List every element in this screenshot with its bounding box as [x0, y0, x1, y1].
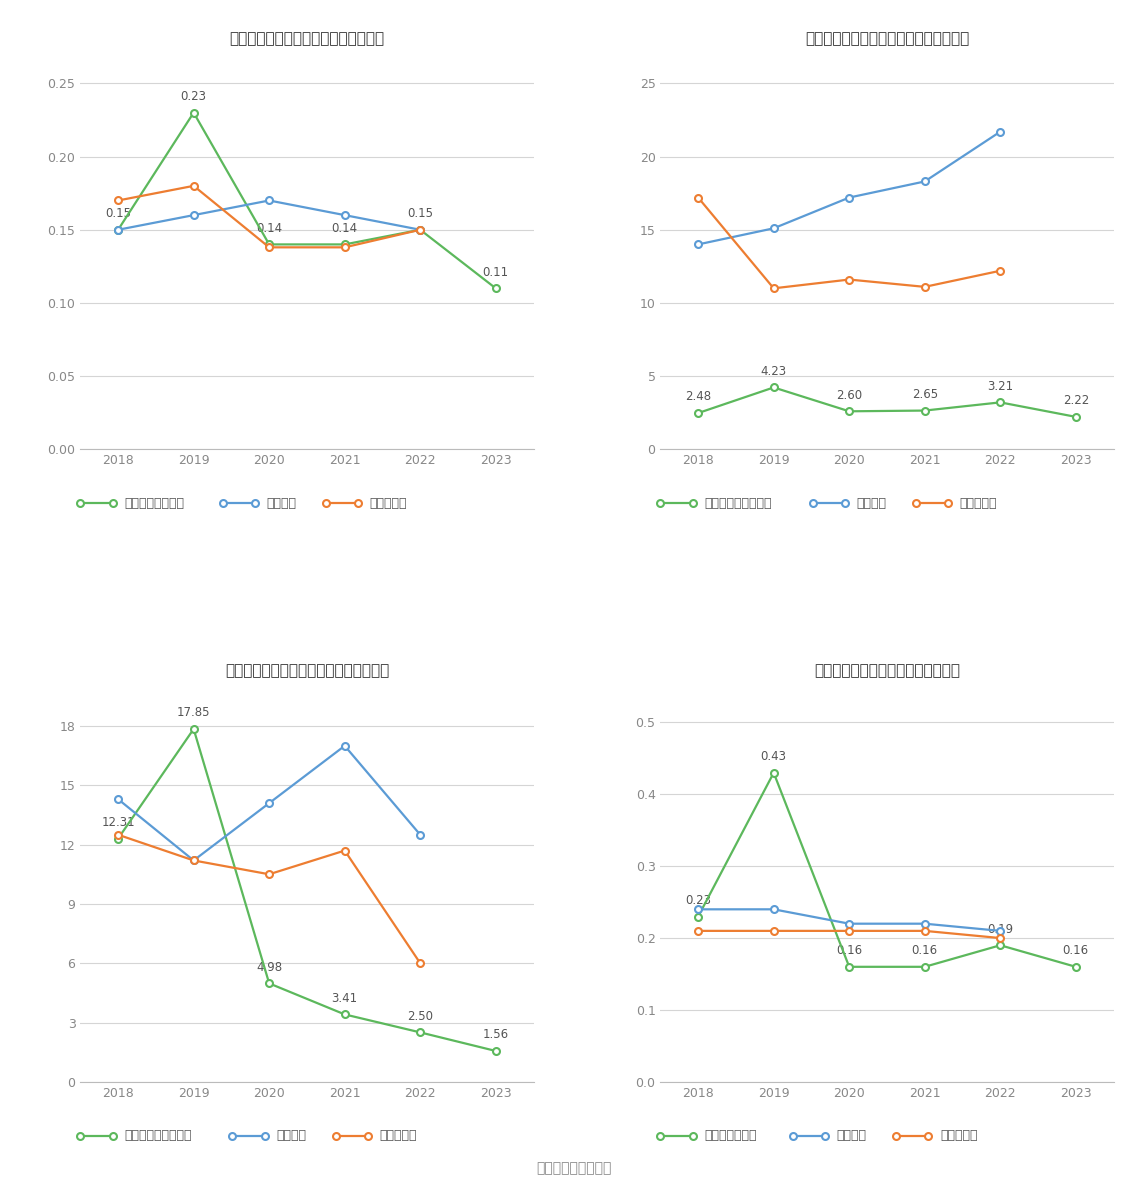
Text: 行业中位数: 行业中位数 — [370, 496, 408, 510]
Title: 中新集团历年总资产周转率情况（次）: 中新集团历年总资产周转率情况（次） — [230, 31, 385, 46]
Text: 0.11: 0.11 — [482, 266, 509, 279]
Text: 0.43: 0.43 — [761, 750, 786, 763]
Text: 3.21: 3.21 — [987, 380, 1014, 393]
Text: 公司应收账款周转率: 公司应收账款周转率 — [124, 1130, 192, 1142]
Text: 行业均值: 行业均值 — [837, 1130, 867, 1142]
Text: 0.16: 0.16 — [912, 944, 938, 957]
Text: 行业中位数: 行业中位数 — [940, 1130, 977, 1142]
Text: 行业均值: 行业均值 — [856, 496, 886, 510]
Text: 行业中位数: 行业中位数 — [960, 496, 996, 510]
Text: 0.14: 0.14 — [256, 221, 282, 234]
Text: 2.60: 2.60 — [836, 388, 862, 401]
Text: 2.48: 2.48 — [685, 391, 712, 404]
Title: 中新集团历年应收账款周转率情况（次）: 中新集团历年应收账款周转率情况（次） — [225, 664, 389, 678]
Text: 2.22: 2.22 — [1063, 394, 1089, 407]
Text: 行业均值: 行业均值 — [266, 496, 296, 510]
Text: 0.19: 0.19 — [987, 922, 1014, 935]
Text: 2.65: 2.65 — [912, 388, 938, 400]
Text: 4.98: 4.98 — [256, 960, 282, 974]
Text: 1.56: 1.56 — [482, 1028, 509, 1041]
Text: 3.41: 3.41 — [332, 992, 358, 1005]
Text: 0.23: 0.23 — [180, 90, 207, 103]
Text: 12.31: 12.31 — [101, 816, 135, 829]
Text: 0.15: 0.15 — [106, 207, 131, 220]
Title: 中新集团历年存货周转率情况（次）: 中新集团历年存货周转率情况（次） — [814, 664, 960, 678]
Text: 公司存货周转率: 公司存货周转率 — [704, 1130, 757, 1142]
Text: 0.23: 0.23 — [685, 894, 711, 906]
Text: 公司总资产周转率: 公司总资产周转率 — [124, 496, 184, 510]
Text: 4.23: 4.23 — [761, 364, 786, 377]
Text: 17.85: 17.85 — [177, 707, 210, 719]
Title: 中新集团历年固定资产周转率情况（次）: 中新集团历年固定资产周转率情况（次） — [805, 31, 969, 46]
Text: 0.16: 0.16 — [836, 944, 862, 957]
Text: 0.16: 0.16 — [1063, 944, 1088, 957]
Text: 数据来源：恒生聚源: 数据来源：恒生聚源 — [536, 1161, 612, 1176]
Text: 行业中位数: 行业中位数 — [379, 1130, 417, 1142]
Text: 0.15: 0.15 — [408, 207, 433, 220]
Text: 公司固定资产周转率: 公司固定资产周转率 — [704, 496, 771, 510]
Text: 0.14: 0.14 — [332, 221, 358, 234]
Text: 2.50: 2.50 — [408, 1010, 433, 1023]
Text: 行业均值: 行业均值 — [276, 1130, 307, 1142]
